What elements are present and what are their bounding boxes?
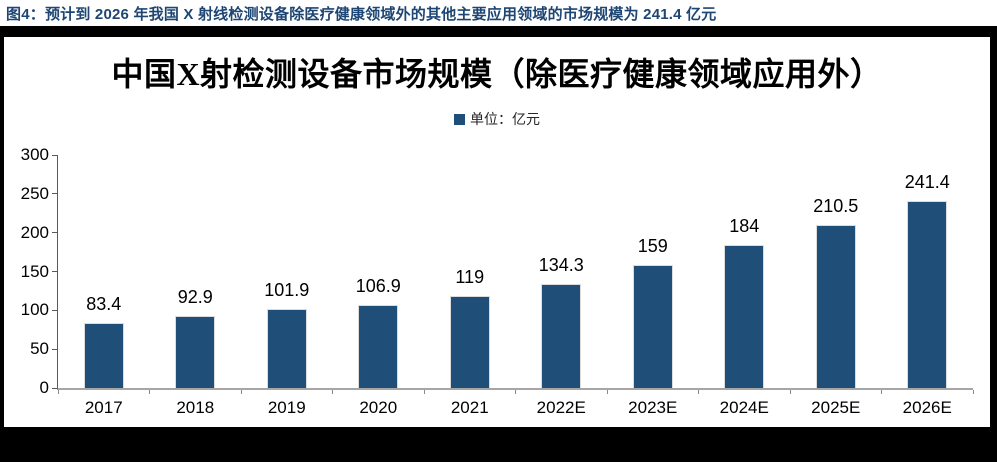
bar-value-label: 101.9	[264, 279, 310, 300]
y-tick-label: 0	[39, 378, 49, 397]
bar	[175, 315, 216, 388]
legend-square-marker-icon	[454, 113, 465, 125]
bar-value-label: 134.3	[538, 254, 584, 275]
chart-frame: 中国X射检测设备市场规模（除医疗健康领域应用外） 单位：亿元 0 50 100 150…	[0, 26, 997, 462]
x-tick-mark	[423, 390, 425, 394]
x-tick-label: 2024E	[719, 398, 769, 417]
y-tick-mark	[52, 232, 57, 234]
y-tick-label: 300	[20, 145, 49, 164]
bar	[815, 224, 856, 388]
bar-value-label: 184	[729, 216, 760, 237]
bar-value-label: 83.4	[86, 294, 122, 315]
x-tick-label: 2018	[176, 398, 215, 417]
x-tick-label: 2022E	[536, 398, 586, 417]
x-tick-label: 2026E	[902, 398, 952, 417]
x-tick-mark	[240, 390, 242, 394]
x-tick-label: 2020	[359, 398, 398, 417]
y-tick-label: 200	[20, 222, 49, 242]
figure-caption: 图4：预计到 2026 年我国 X 射线检测设备除医疗健康领域外的其他主要应用领…	[6, 6, 717, 23]
y-tick-mark	[52, 154, 57, 156]
bar	[449, 295, 490, 388]
bar-value-label: 159	[637, 235, 668, 256]
bar	[632, 264, 673, 388]
y-tick-mark	[52, 387, 57, 389]
bar-value-label: 241.4	[904, 171, 950, 192]
x-tick-mark	[332, 390, 333, 394]
y-tick-mark	[52, 193, 57, 195]
bar	[83, 323, 124, 388]
x-tick-mark	[698, 390, 699, 394]
x-tick-mark	[515, 390, 516, 394]
x-tick-label: 2021	[450, 398, 489, 417]
y-tick-label: 100	[20, 300, 49, 320]
x-tick-label: 2017	[84, 398, 123, 417]
y-tick-mark	[52, 348, 57, 350]
x-tick-mark	[57, 390, 59, 394]
y-tick-label: 250	[20, 183, 49, 203]
x-tick-mark	[606, 390, 608, 394]
bar	[724, 245, 765, 388]
y-tick-mark	[52, 271, 57, 272]
x-tick-label: 2023E	[628, 398, 678, 417]
bar-value-label: 210.5	[813, 195, 859, 216]
bar	[541, 283, 582, 388]
x-tick-mark	[881, 390, 882, 394]
bar	[266, 308, 307, 388]
legend-label: 单位：亿元	[470, 111, 540, 127]
x-tick-label: 2025E	[811, 398, 861, 417]
y-tick-mark	[52, 309, 57, 311]
bar	[358, 304, 399, 388]
y-tick-label: 150	[20, 261, 49, 281]
plot-area: 0 50 100 150 200 250 300 83.4 2017 92.9 2018 101.9 2…	[21, 145, 974, 417]
y-tick-label: 50	[30, 339, 49, 359]
chart-title: 中国X射检测设备市场规模（除医疗健康领域应用外）	[111, 56, 883, 92]
x-tick-label: 2019	[267, 398, 306, 417]
bar-value-label: 92.9	[177, 286, 213, 307]
x-tick-mark	[972, 390, 974, 394]
chart-legend: 单位：亿元	[4, 109, 990, 129]
x-tick-mark	[789, 390, 791, 394]
bar-value-label: 106.9	[355, 275, 401, 296]
bar-value-label: 119	[455, 266, 485, 287]
bar	[907, 200, 948, 388]
x-tick-mark	[149, 390, 150, 394]
